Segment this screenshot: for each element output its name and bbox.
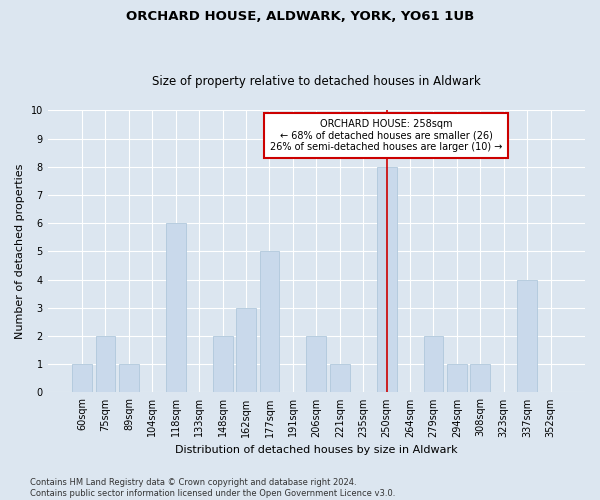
Text: ORCHARD HOUSE, ALDWARK, YORK, YO61 1UB: ORCHARD HOUSE, ALDWARK, YORK, YO61 1UB bbox=[126, 10, 474, 23]
Bar bbox=[236, 308, 256, 392]
Y-axis label: Number of detached properties: Number of detached properties bbox=[15, 164, 25, 339]
Bar bbox=[470, 364, 490, 392]
Bar bbox=[447, 364, 467, 392]
Bar bbox=[119, 364, 139, 392]
Bar bbox=[330, 364, 350, 392]
X-axis label: Distribution of detached houses by size in Aldwark: Distribution of detached houses by size … bbox=[175, 445, 458, 455]
Bar bbox=[424, 336, 443, 392]
Bar bbox=[212, 336, 233, 392]
Bar bbox=[260, 252, 280, 392]
Title: Size of property relative to detached houses in Aldwark: Size of property relative to detached ho… bbox=[152, 76, 481, 88]
Bar bbox=[307, 336, 326, 392]
Bar bbox=[517, 280, 537, 392]
Text: ORCHARD HOUSE: 258sqm
← 68% of detached houses are smaller (26)
26% of semi-deta: ORCHARD HOUSE: 258sqm ← 68% of detached … bbox=[270, 119, 502, 152]
Bar bbox=[72, 364, 92, 392]
Bar bbox=[377, 167, 397, 392]
Text: Contains HM Land Registry data © Crown copyright and database right 2024.
Contai: Contains HM Land Registry data © Crown c… bbox=[30, 478, 395, 498]
Bar bbox=[166, 224, 186, 392]
Bar bbox=[95, 336, 115, 392]
